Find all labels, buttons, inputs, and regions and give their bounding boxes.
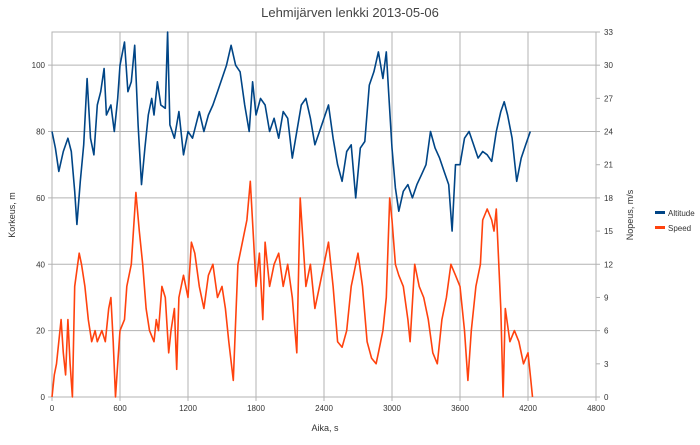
chart-title: Lehmijärven lenkki 2013-05-06 [261,5,439,20]
x-tick-label: 4800 [587,404,605,413]
ticks: 0 600 1200 1800 2400 3000 3600 4200 480002040608… [32,28,614,413]
y2-tick-label: 21 [604,161,613,170]
legend: Altitude Speed [655,209,695,233]
y-tick-label: 100 [32,61,46,70]
y2-tick-label: 18 [604,194,613,203]
x-tick-label: 0 [50,404,55,413]
x-tick-label: 1200 [179,404,197,413]
y2-tick-label: 15 [604,227,613,236]
y-axis-label: Korkeus, m [7,192,17,238]
x-tick-label: 2400 [315,404,333,413]
y2-tick-label: 33 [604,28,613,37]
x-tick-label: 4200 [519,404,537,413]
y2-tick-label: 3 [604,360,609,369]
grid [48,31,600,401]
legend-label-altitude: Altitude [668,209,695,218]
x-tick-label: 1800 [247,404,265,413]
legend-label-speed: Speed [668,224,691,233]
y-tick-label: 40 [36,260,45,269]
y2-tick-label: 0 [604,393,609,402]
y2-tick-label: 12 [604,260,613,269]
y-tick-label: 20 [36,327,45,336]
x-tick-label: 3600 [451,404,469,413]
series-group [51,31,534,398]
y2-tick-label: 24 [604,128,613,137]
x-axis-label: Aika, s [311,423,339,433]
y2-tick-label: 9 [604,293,609,302]
x-tick-label: 3000 [383,404,401,413]
y-tick-label: 60 [36,194,45,203]
y2-tick-label: 6 [604,327,609,336]
y2-tick-label: 27 [604,94,613,103]
y-tick-label: 80 [36,128,45,137]
y2-axis-label: Nopeus, m/s [625,189,635,240]
legend-swatch-altitude [655,211,665,214]
series-line-speed [51,180,534,398]
series-line-altitude [51,31,532,232]
x-tick-label: 600 [113,404,127,413]
y-tick-label: 0 [41,393,46,402]
legend-swatch-speed [655,226,665,229]
y2-tick-label: 30 [604,61,613,70]
